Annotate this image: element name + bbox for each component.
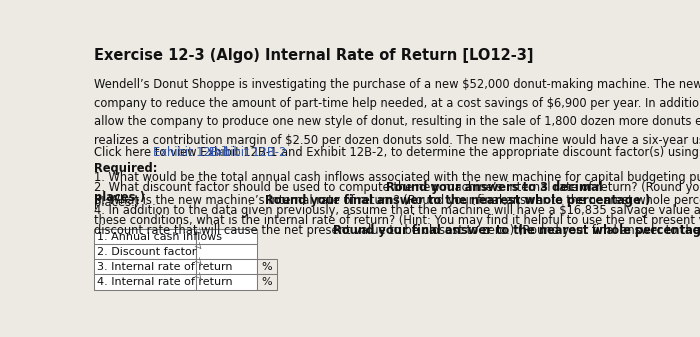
FancyBboxPatch shape <box>196 275 257 289</box>
FancyBboxPatch shape <box>94 229 196 244</box>
FancyBboxPatch shape <box>196 229 257 244</box>
Text: Exercise 12-3 (Algo) Internal Rate of Return [LO12-3]: Exercise 12-3 (Algo) Internal Rate of Re… <box>94 48 533 63</box>
Text: Wendell’s Donut Shoppe is investigating the purchase of a new $52,000 donut-maki: Wendell’s Donut Shoppe is investigating … <box>94 78 700 91</box>
Text: 3. Internal rate of return: 3. Internal rate of return <box>97 262 233 272</box>
Text: %: % <box>262 277 272 287</box>
Text: places.): places.) <box>94 191 145 204</box>
Text: Round your final answer to the nearest whole percentage.): Round your final answer to the nearest w… <box>333 224 700 237</box>
FancyBboxPatch shape <box>94 259 196 275</box>
Text: Exhibit 12B-1: Exhibit 12B-1 <box>153 146 230 159</box>
FancyBboxPatch shape <box>94 275 196 289</box>
Text: these conditions, what is the internal rate of return? (Hint: You may find it he: these conditions, what is the internal r… <box>94 214 700 227</box>
Text: %: % <box>262 262 272 272</box>
Text: 4. In addition to the data given previously, assume that the machine will have a: 4. In addition to the data given previou… <box>94 205 700 217</box>
FancyBboxPatch shape <box>196 244 257 259</box>
Text: Exhibit 12B-2: Exhibit 12B-2 <box>209 146 286 159</box>
Text: 1. Annual cash inflows: 1. Annual cash inflows <box>97 232 223 242</box>
Text: 2. Discount factor: 2. Discount factor <box>97 247 197 257</box>
FancyBboxPatch shape <box>196 259 257 275</box>
Text: Required:: Required: <box>94 162 158 175</box>
Text: Round your final answer to the nearest whole percentage.): Round your final answer to the nearest w… <box>265 194 650 207</box>
Text: Round your answers to 3 decimal: Round your answers to 3 decimal <box>386 181 603 194</box>
FancyBboxPatch shape <box>94 244 196 259</box>
Text: Click here to view Exhibit 12B-1 and Exhibit 12B-2, to determine the appropriate: Click here to view Exhibit 12B-1 and Exh… <box>94 146 700 159</box>
Text: discount rate that will cause the net present value to be closest to zero.) (Rou: discount rate that will cause the net pr… <box>94 224 700 237</box>
Text: 1. What would be the total annual cash inflows associated with the new machine f: 1. What would be the total annual cash i… <box>94 171 700 184</box>
FancyBboxPatch shape <box>257 275 277 289</box>
Text: 4. Internal rate of return: 4. Internal rate of return <box>97 277 233 287</box>
Text: 2. What discount factor should be used to compute the new machine’s internal rat: 2. What discount factor should be used t… <box>94 181 700 209</box>
Text: realizes a contribution margin of $2.50 per dozen donuts sold. The new machine w: realizes a contribution margin of $2.50 … <box>94 134 700 147</box>
Text: company to reduce the amount of part-time help needed, at a cost savings of $6,9: company to reduce the amount of part-tim… <box>94 97 700 110</box>
FancyBboxPatch shape <box>257 259 277 275</box>
Text: 3. What is the new machine’s internal rate of return? (Round your final answer t: 3. What is the new machine’s internal ra… <box>94 194 700 207</box>
Text: allow the company to produce one new style of donut, resulting in the sale of 1,: allow the company to produce one new sty… <box>94 116 700 128</box>
